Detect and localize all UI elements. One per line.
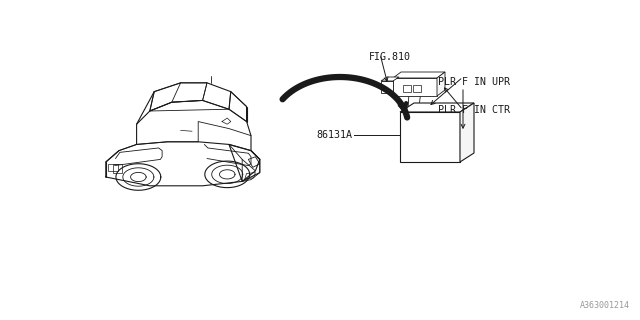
Text: 86131A: 86131A [316, 130, 352, 140]
Bar [400, 112, 460, 162]
Bar [403, 85, 411, 92]
Text: A363001214: A363001214 [580, 301, 630, 310]
Polygon shape [381, 77, 399, 81]
Bar [381, 81, 393, 93]
Bar [413, 85, 421, 92]
Text: PLR F IN CTR: PLR F IN CTR [438, 105, 510, 115]
Polygon shape [400, 103, 474, 112]
Polygon shape [393, 72, 445, 78]
Bar [393, 78, 437, 96]
Text: PLR F IN UPR: PLR F IN UPR [438, 77, 510, 87]
Polygon shape [437, 72, 445, 96]
Polygon shape [460, 103, 474, 162]
Text: FIG.810: FIG.810 [369, 52, 411, 62]
